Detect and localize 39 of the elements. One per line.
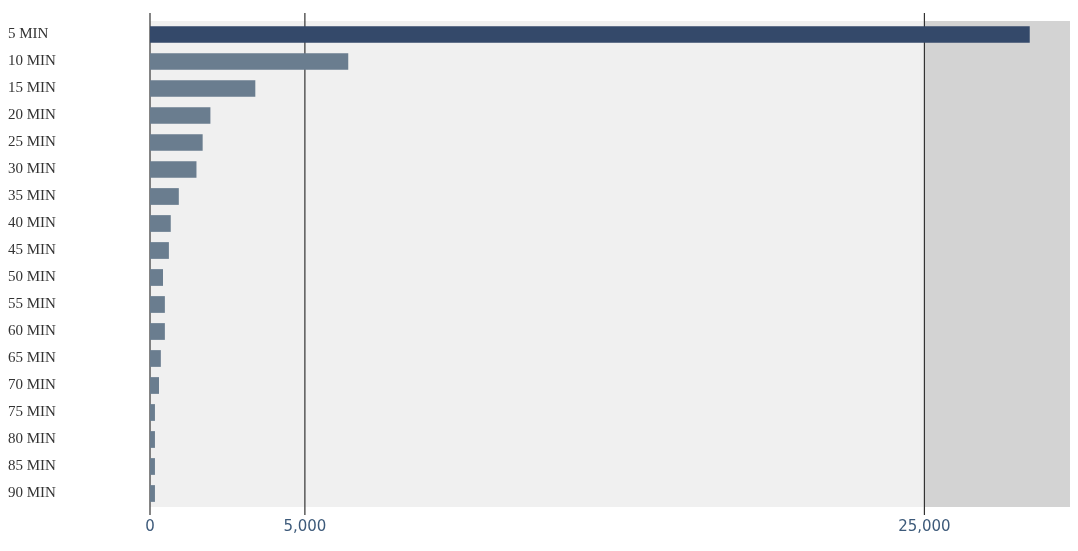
bar	[150, 161, 197, 178]
x-tick-label: 25,000	[898, 516, 951, 535]
bar	[150, 80, 256, 97]
bar	[150, 107, 211, 124]
bar	[150, 215, 171, 232]
y-tick-label: 15 MIN	[8, 79, 57, 96]
x-tick-label: 5,000	[283, 516, 327, 535]
y-tick-label: 45 MIN	[8, 241, 57, 258]
y-tick-label: 85 MIN	[8, 457, 57, 474]
y-tick-label: 50 MIN	[8, 268, 57, 285]
y-tick-label: 70 MIN	[8, 376, 57, 393]
bar	[150, 242, 169, 259]
bar	[150, 188, 179, 205]
y-tick-label: 80 MIN	[8, 430, 57, 447]
bar	[150, 269, 164, 286]
x-tick-label: 0	[145, 516, 155, 535]
bar	[150, 26, 1030, 43]
y-tick-label: 65 MIN	[8, 349, 57, 366]
bar	[150, 485, 155, 502]
bar	[150, 377, 159, 394]
y-tick-label: 5 MIN	[8, 25, 49, 42]
y-tick-label: 20 MIN	[8, 106, 57, 123]
bar	[150, 323, 165, 340]
bar	[150, 404, 155, 421]
y-tick-label: 75 MIN	[8, 403, 57, 420]
y-tick-label: 30 MIN	[8, 160, 57, 177]
bar	[150, 431, 155, 448]
y-tick-label: 60 MIN	[8, 322, 57, 339]
bar	[150, 350, 161, 367]
y-tick-label: 90 MIN	[8, 484, 57, 501]
bar	[150, 53, 349, 70]
bar	[150, 296, 165, 313]
y-tick-label: 55 MIN	[8, 295, 57, 312]
y-tick-label: 40 MIN	[8, 214, 57, 231]
y-tick-label: 35 MIN	[8, 187, 57, 204]
y-tick-label: 25 MIN	[8, 133, 57, 150]
y-tick-label: 10 MIN	[8, 52, 57, 69]
bar	[150, 458, 155, 475]
bar	[150, 134, 203, 151]
